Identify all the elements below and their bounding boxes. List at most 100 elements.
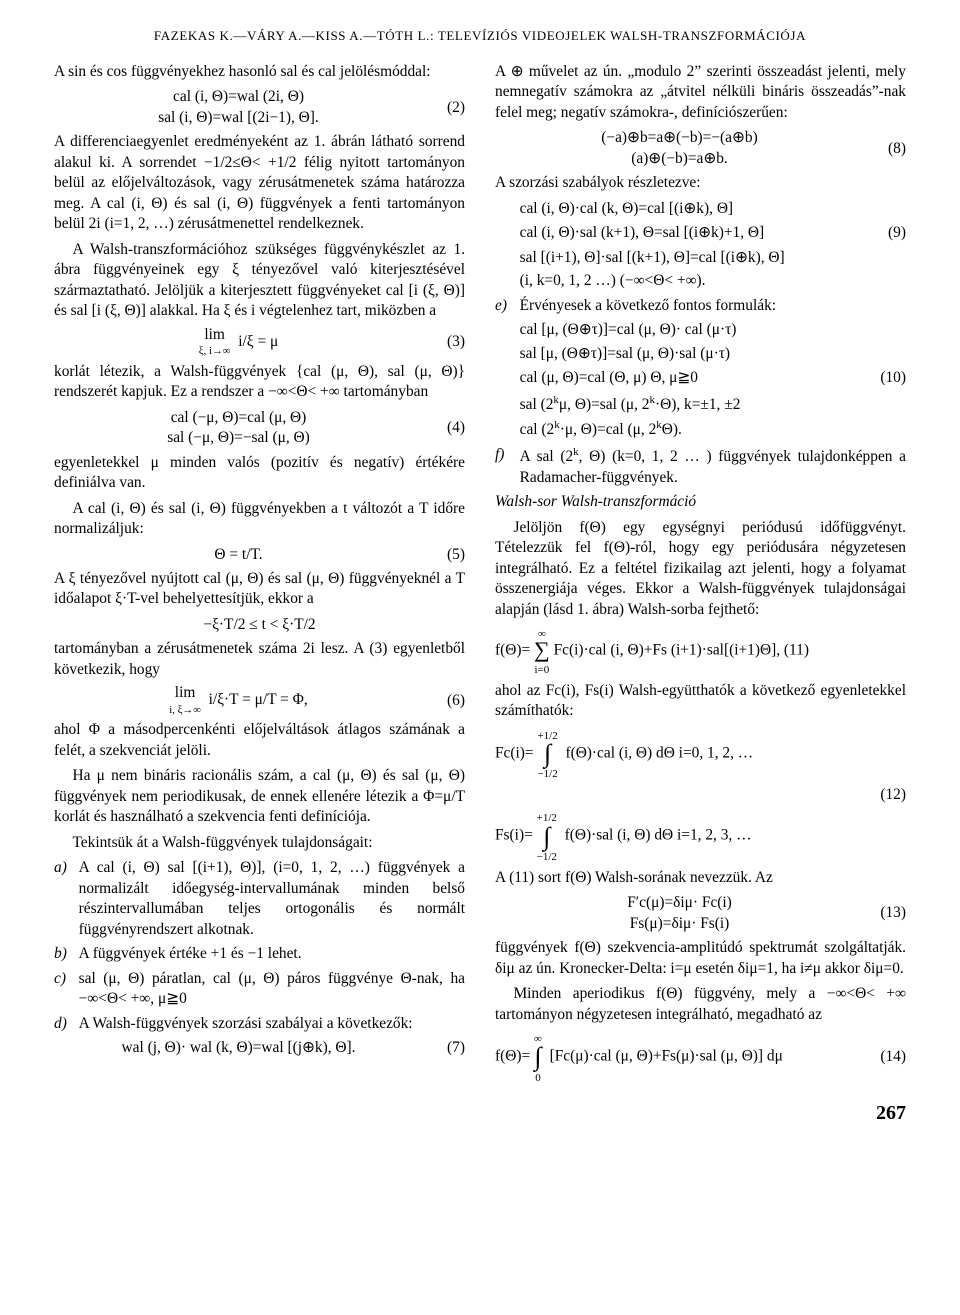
equation-9: cal (i, Θ)·sal (k+1), Θ=sal [(i⊕k)+1, Θ]… — [495, 223, 906, 243]
equation-2: cal (i, Θ)=wal (2i, Θ) sal (i, Θ)=wal [(… — [54, 87, 465, 128]
eq10d-c: ·Θ), k=±1, ±2 — [655, 396, 740, 413]
item-e-text: Érvényesek a következő fontos formulák: — [520, 296, 906, 316]
integral-icon-3: ∫ — [534, 1042, 541, 1071]
right-p5: A (11) sort f(Θ) Walsh-sorának nevezzük.… — [495, 868, 906, 888]
eq10e-a: cal (2 — [520, 422, 555, 439]
eq9-line-d: (i, k=0, 1, 2 …) (−∞<Θ< +∞). — [495, 271, 906, 291]
section-title-walsh: Walsh-sor Walsh-transzformáció — [495, 492, 906, 512]
eq2-line-a: cal (i, Θ)=wal (2i, Θ) — [54, 87, 423, 107]
eq3-num: (3) — [423, 332, 465, 352]
left-p5: egyenletekkel μ minden valós (pozitív és… — [54, 453, 465, 494]
eq12a-lhs: Fc(i)= — [495, 744, 534, 761]
left-p1: A sin és cos függvényekhez hasonló sal é… — [54, 62, 465, 82]
eq10-line-d: sal (2kμ, Θ)=sal (μ, 2k·Θ), k=±1, ±2 — [495, 393, 906, 416]
left-ptek: Tekintsük át a Walsh-függvények tulajdon… — [54, 833, 465, 853]
eq2-num: (2) — [423, 98, 465, 118]
right-p2: A szorzási szabályok részletezve: — [495, 173, 906, 193]
list-item-c: c) sal (μ, Θ) páratlan, cal (μ, Θ) páros… — [54, 969, 465, 1010]
eq10e-c: Θ). — [662, 422, 682, 439]
lim6-top: lim — [175, 684, 196, 701]
item-b-marker: b) — [54, 944, 79, 964]
equation-12b: Fs(i)= +1/2 ∫ −1/2 f(Θ)·sal (i, Θ) dΘ i=… — [495, 809, 906, 863]
eq7-body: wal (j, Θ)· wal (k, Θ)=wal [(j⊕k), Θ]. — [54, 1038, 423, 1058]
right-p1: A ⊕ művelet az ún. „modulo 2” szerinti ö… — [495, 62, 906, 123]
eq13-line-a: F′c(μ)=δiμ· Fc(i) — [495, 893, 864, 913]
page-header: FAZEKAS K.—VÁRY A.—KISS A.—TÓTH L.: TELE… — [54, 28, 906, 44]
eq12-num: (12) — [864, 785, 906, 805]
right-p6: függvények f(Θ) szekvencia-amplitúdó spe… — [495, 938, 906, 979]
eq9-line-a: cal (i, Θ)·cal (k, Θ)=cal [(i⊕k), Θ] — [495, 199, 906, 219]
equation-8: (−a)⊕b=a⊕(−b)=−(a⊕b) (a)⊕(−b)=a⊕b. (8) — [495, 128, 906, 169]
eq10-line-c: cal (μ, Θ)=cal (Θ, μ) Θ, μ≧0 — [495, 368, 864, 388]
integral-icon: ∫ — [544, 739, 551, 768]
item-c-marker: c) — [54, 969, 79, 1010]
left-p7: A ξ tényezővel nyújtott cal (μ, Θ) és sa… — [54, 569, 465, 610]
item-e-marker: e) — [495, 296, 520, 316]
item-a-text: A cal (i, Θ) sal [(i+1), Θ)], (i=0, 1, 2… — [79, 858, 465, 940]
equation-7: wal (j, Θ)· wal (k, Θ)=wal [(j⊕k), Θ]. (… — [54, 1038, 465, 1058]
eq5-body: Θ = t/T. — [54, 545, 423, 565]
list-item-e: e) Érvényesek a következő fontos formulá… — [495, 296, 906, 316]
left-p9: ahol Φ a másodpercenkénti előjelváltások… — [54, 720, 465, 761]
eq8-line-a: (−a)⊕b=a⊕(−b)=−(a⊕b) — [495, 128, 864, 148]
equation-13: F′c(μ)=δiμ· Fc(i) Fs(μ)=δiμ· Fs(i) (13) — [495, 893, 906, 934]
sum-block-11: ∞ ∑ i=0 — [534, 625, 550, 677]
sum-icon: ∑ — [534, 637, 550, 662]
eq10-num: (10) — [864, 368, 906, 388]
item-f-text: A sal (2k, Θ) (k=0, 1, 2 … ) függvények … — [520, 445, 906, 488]
right-p7: Minden aperiodikus f(Θ) függvény, mely a… — [495, 984, 906, 1025]
eq14-lhs: f(Θ)= — [495, 1048, 530, 1065]
integral-block-12b: +1/2 ∫ −1/2 — [537, 809, 557, 863]
eq12b-rhs: f(Θ)·sal (i, Θ) dΘ i=1, 2, 3, … — [565, 827, 752, 844]
item-c-text: sal (μ, Θ) páratlan, cal (μ, Θ) páros fü… — [79, 969, 465, 1010]
integral-block-12a: +1/2 ∫ −1/2 — [537, 727, 557, 781]
left-p2: A differenciaegyenlet eredményeként az 1… — [54, 132, 465, 234]
eq4-num: (4) — [423, 418, 465, 438]
list-item-f: f) A sal (2k, Θ) (k=0, 1, 2 … ) függvény… — [495, 445, 906, 488]
eq9-num: (9) — [864, 223, 906, 243]
eq10d-a: sal (2 — [520, 396, 554, 413]
f-txt-a: A sal (2 — [520, 448, 574, 465]
list-item-a: a) A cal (i, Θ) sal [(i+1), Θ)], (i=0, 1… — [54, 858, 465, 940]
eq4-line-a: cal (−μ, Θ)=cal (μ, Θ) — [54, 408, 423, 428]
lim3-top: lim — [204, 326, 225, 343]
eq10-line-e: cal (2k·μ, Θ)=cal (μ, 2kΘ). — [495, 418, 906, 441]
eq9-line-b: cal (i, Θ)·sal (k+1), Θ=sal [(i⊕k)+1, Θ] — [495, 223, 864, 243]
int14-lb: 0 — [535, 1072, 541, 1084]
int12b-lb: −1/2 — [537, 851, 557, 863]
eq13-line-b: Fs(μ)=δiμ· Fs(i) — [495, 914, 864, 934]
eq10d-b: μ, Θ)=sal (μ, 2 — [559, 396, 650, 413]
equation-12-num: (12) — [495, 785, 906, 805]
list-item-b: b) A függvények értéke +1 és −1 lehet. — [54, 944, 465, 964]
eq10-line-a: cal [μ, (Θ⊕τ)]=cal (μ, Θ)· cal (μ·τ) — [495, 320, 906, 340]
eq12a-rhs: f(Θ)·cal (i, Θ) dΘ i=0, 1, 2, … — [565, 744, 753, 761]
right-column: A ⊕ művelet az ún. „modulo 2” szerinti ö… — [495, 62, 906, 1088]
list-item-d: d) A Walsh-függvények szorzási szabályai… — [54, 1014, 465, 1034]
eq11-lhs: f(Θ)= — [495, 641, 530, 658]
page-number: 267 — [54, 1102, 906, 1125]
integral-block-14: ∞ ∫ 0 — [534, 1030, 542, 1084]
equation-5: Θ = t/T. (5) — [54, 545, 465, 565]
item-f-marker: f) — [495, 445, 520, 488]
right-p4: ahol az Fc(i), Fs(i) Walsh-együtthatók a… — [495, 681, 906, 722]
eq-range: −ξ·T/2 ≤ t < ξ·T/2 — [54, 615, 465, 635]
equation-10: cal (μ, Θ)=cal (Θ, μ) Θ, μ≧0 (10) — [495, 368, 906, 388]
two-column-layout: A sin és cos függvényekhez hasonló sal é… — [54, 62, 906, 1088]
eq9-line-c: sal [(i+1), Θ]·sal [(k+1), Θ]=cal [(i⊕k)… — [495, 248, 906, 268]
lim6-bot: i, ξ→∞ — [169, 704, 201, 716]
integral-icon-2: ∫ — [543, 822, 550, 851]
page-root: FAZEKAS K.—VÁRY A.—KISS A.—TÓTH L.: TELE… — [0, 0, 960, 1155]
eq6-body: i/ξ·T = μ/T = Φ, — [209, 691, 308, 708]
eq10e-b: ·μ, Θ)=cal (μ, 2 — [560, 422, 657, 439]
lim-block-6: lim i, ξ→∞ — [169, 685, 201, 716]
equation-11: f(Θ)= ∞ ∑ i=0 Fc(i)·cal (i, Θ)+Fs (i+1)·… — [495, 625, 906, 677]
equation-12a: Fc(i)= +1/2 ∫ −1/2 f(Θ)·cal (i, Θ) dΘ i=… — [495, 727, 906, 781]
left-p3: A Walsh-transzformációhoz szükséges függ… — [54, 240, 465, 322]
left-p6: A cal (i, Θ) és sal (i, Θ) függvényekben… — [54, 499, 465, 540]
left-p10: Ha μ nem bináris racionális szám, a cal … — [54, 766, 465, 827]
eq14-rhs: [Fc(μ)·cal (μ, Θ)+Fs(μ)·sal (μ, Θ)] dμ — [550, 1048, 783, 1065]
eq4-line-b: sal (−μ, Θ)=−sal (μ, Θ) — [54, 428, 423, 448]
eq13-num: (13) — [864, 903, 906, 923]
right-p3: Jelöljön f(Θ) egy egységnyi periódusú id… — [495, 518, 906, 620]
lim-block-3: lim ξ, i→∞ — [199, 327, 231, 358]
